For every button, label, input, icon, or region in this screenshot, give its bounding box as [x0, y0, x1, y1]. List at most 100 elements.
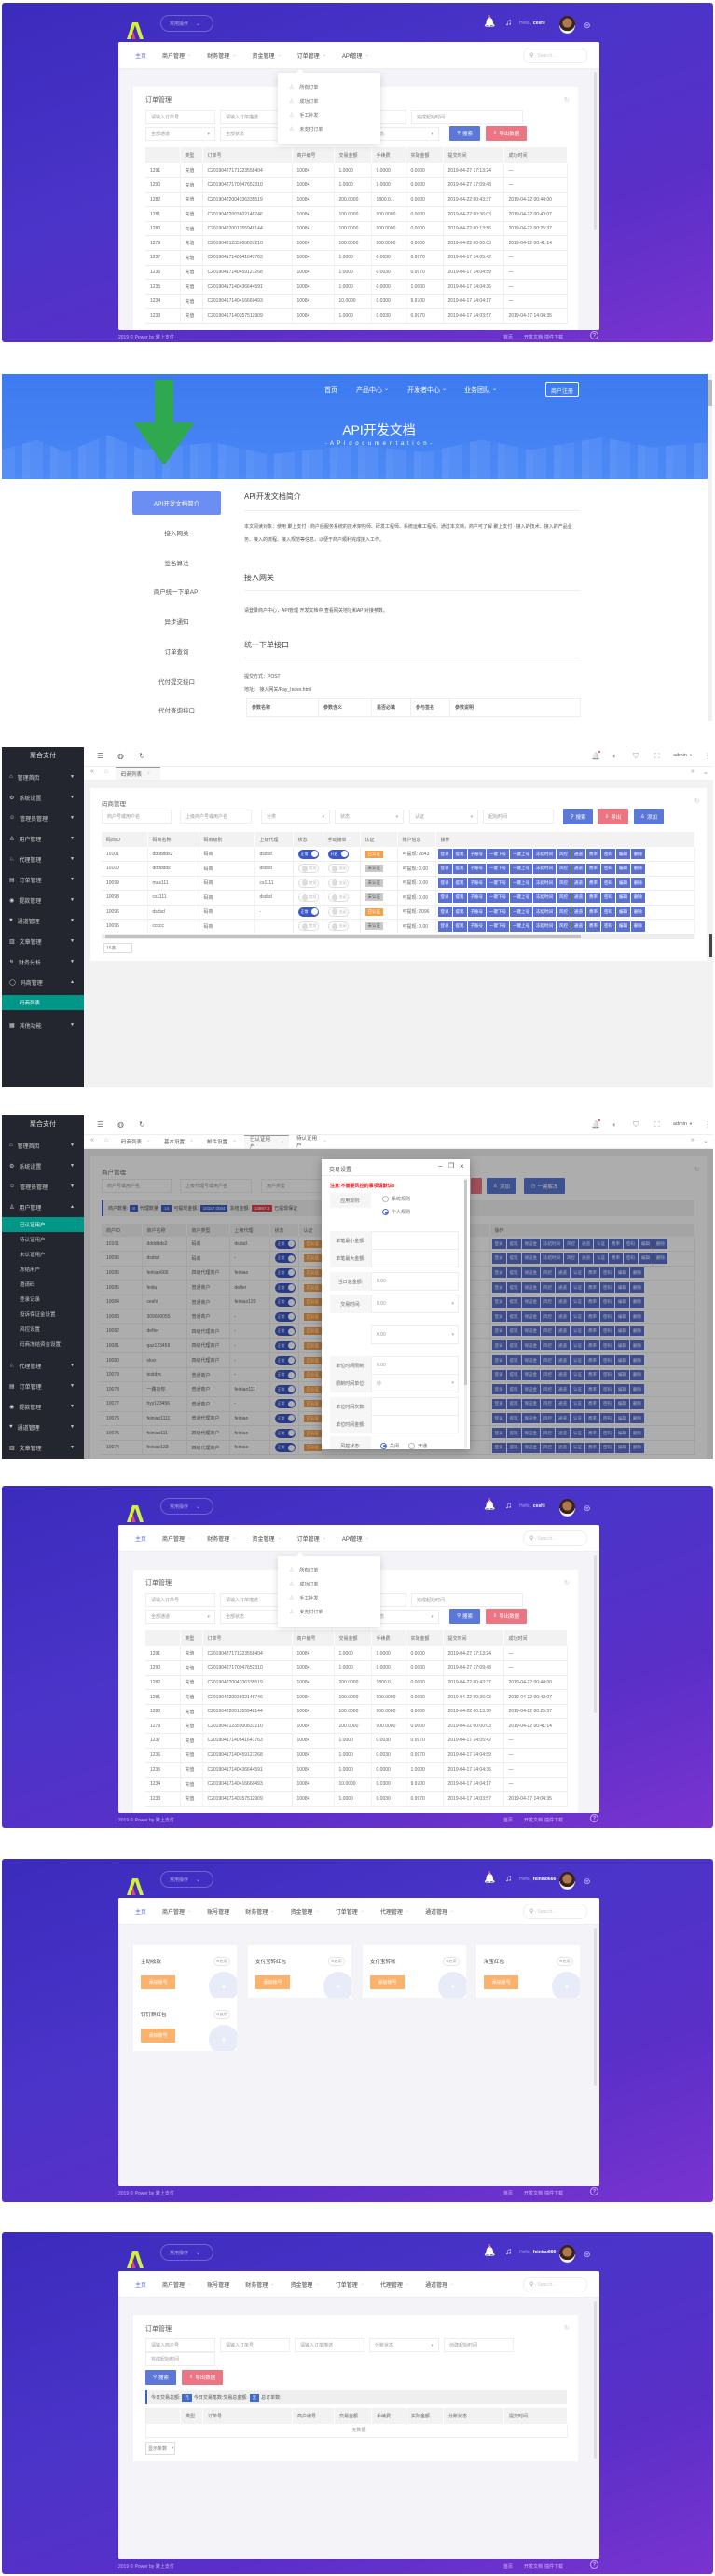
action-button[interactable]: 认证 — [594, 1239, 608, 1250]
action-button[interactable]: 删除 — [631, 907, 645, 918]
action-button[interactable]: 编辑 — [615, 1442, 629, 1453]
column-header[interactable]: 类型 — [180, 2408, 203, 2424]
action-button[interactable]: 保证金 — [521, 1239, 540, 1250]
table-row[interactable]: 1279 充值 C20190421235900837210 10084 100.0000… — [145, 235, 568, 252]
status-toggle[interactable]: 禁用 — [297, 878, 319, 888]
action-button[interactable]: 登录 — [491, 1355, 506, 1366]
status-toggle[interactable]: 正常 — [274, 1340, 296, 1350]
action-button[interactable]: 删除 — [630, 1413, 644, 1424]
status-toggle[interactable]: 正常 — [297, 907, 319, 917]
action-button[interactable]: 通道 — [571, 907, 585, 918]
action-button[interactable]: 密码 — [600, 1340, 614, 1351]
action-button[interactable]: 提现 — [452, 878, 467, 889]
dropdown-item[interactable]: ♙ 手工补发 — [278, 1591, 380, 1605]
order-desc-input[interactable]: 请输入订单描述 — [220, 1593, 290, 1607]
action-button[interactable]: 登录 — [437, 892, 452, 903]
action-button[interactable]: 通道 — [556, 1428, 570, 1439]
action-button[interactable]: 登录 — [437, 907, 452, 918]
more-icon[interactable]: ⋮ — [704, 1120, 711, 1129]
action-button[interactable]: 登录 — [491, 1311, 506, 1323]
table-row[interactable]: 1281 充值 C20190422003602146746 10084 100.0000… — [145, 1689, 568, 1705]
nav-item[interactable]: 代理管理 ⌄ — [380, 1907, 409, 1916]
dropdown-item[interactable]: ♙ 成功订单 — [278, 94, 380, 108]
action-button[interactable]: 认证 — [571, 1398, 584, 1409]
manual-order-toggle[interactable]: 关闭 — [327, 921, 349, 931]
dropdown-item[interactable]: ♙ 手工补发 — [278, 108, 380, 122]
status-toggle[interactable]: 正常 — [274, 1443, 296, 1453]
action-button[interactable]: 认证 — [571, 1442, 584, 1453]
sidebar-subitem[interactable]: 投诉保证金设置 — [20, 1312, 56, 1318]
quick-actions-dropdown[interactable]: 常用操作 ⌄ — [160, 2244, 213, 2261]
table-row[interactable]: 1280 充值 C20190422001355948144 10084 100.0000… — [145, 1704, 568, 1720]
field-input[interactable]: 0.00 — [371, 1272, 459, 1291]
scrollbar[interactable] — [594, 1928, 597, 2086]
action-button[interactable]: 编辑 — [616, 878, 630, 889]
action-button[interactable]: 保证金 — [521, 1340, 540, 1351]
action-button[interactable]: 保证金 — [521, 1253, 540, 1264]
action-button[interactable]: 编辑 — [616, 907, 630, 918]
action-button[interactable]: 密码 — [600, 1296, 614, 1308]
status-toggle[interactable]: 正常 — [274, 1282, 296, 1293]
table-row[interactable]: 1291 充值 C20190427171323558404 10084 1.0000 9.… — [145, 163, 568, 179]
export-button[interactable]: ⇩ 导出数据 — [486, 1609, 527, 1624]
table-row[interactable]: 10099 mas111 码商 cs1111 禁用 关闭 未认证 可提现: 0.00 登录 提现子… — [102, 876, 695, 891]
action-button[interactable]: 提现 — [506, 1355, 521, 1366]
footer-link[interactable]: 首页 — [503, 2191, 514, 2196]
scrollbar-thumb[interactable] — [709, 934, 712, 957]
nav-item[interactable]: 订单管理 ⌄ — [297, 1534, 326, 1543]
action-button[interactable]: 费率 — [585, 1442, 599, 1453]
nav-item[interactable]: 账号管理 — [207, 1907, 229, 1916]
search-input[interactable]: ⚲ Search... — [523, 2277, 587, 2292]
action-button[interactable]: 一键上号 — [510, 892, 532, 903]
action-button[interactable]: 密码 — [601, 921, 615, 932]
add-account-button[interactable]: 添加账号 — [141, 2029, 175, 2043]
nav-item[interactable]: 主页 — [135, 2280, 146, 2289]
field-input[interactable]: 0.00 ▾ — [371, 1295, 459, 1313]
action-button[interactable]: 一键上号 — [510, 921, 532, 932]
rule-radio[interactable]: 个人规则 — [382, 1209, 410, 1215]
action-button[interactable]: 一键下号 — [487, 878, 509, 889]
action-button[interactable]: 登录 — [437, 863, 452, 874]
globe-icon[interactable]: ◍ — [117, 1120, 124, 1129]
completed-time-input[interactable]: 完成起始时间 — [411, 1593, 523, 1607]
channel-select[interactable]: 全部通道 — [145, 1610, 215, 1624]
nav-item[interactable]: 订单管理 ⌄ — [297, 51, 326, 60]
avatar[interactable] — [559, 2245, 575, 2263]
refresh-icon[interactable]: ↻ — [564, 97, 570, 104]
notification-icon[interactable]: ♫ — [505, 1501, 513, 1511]
action-button[interactable]: 密码 — [624, 1253, 638, 1264]
action-button[interactable]: 密码 — [601, 907, 615, 918]
dropdown-item[interactable]: ♙ 未支付订单 — [278, 122, 380, 136]
sidebar-item[interactable]: ♘ 代理管理 ▼ — [2, 849, 84, 869]
action-button[interactable]: 风控 — [541, 1384, 555, 1395]
notification-icon[interactable]: ♫ — [505, 18, 513, 28]
action-button[interactable]: 删除 — [631, 863, 645, 874]
order-number[interactable]: C20190422003602146746 — [202, 1689, 293, 1705]
brand-logo[interactable] — [126, 1504, 144, 1523]
column-header[interactable]: 实际金额 — [406, 147, 444, 163]
admin-user-menu[interactable]: admin ▼ — [673, 1121, 693, 1127]
action-button[interactable]: 冻结时间 — [533, 892, 556, 903]
action-button[interactable]: 保证金 — [521, 1442, 540, 1453]
action-button[interactable]: 密码 — [600, 1413, 614, 1424]
table-row[interactable]: 1234 充值 C20190417140416660493 10084 10.0000 0… — [145, 294, 568, 310]
nav-item[interactable]: 资金管理 ⌄ — [252, 51, 281, 60]
add-account-button[interactable]: 添加账号 — [255, 1975, 290, 1989]
footer-link[interactable]: 开发文档 — [524, 2564, 543, 2569]
nav-item[interactable]: 财务管理 ⌄ — [207, 1534, 236, 1543]
action-button[interactable]: 登录 — [491, 1413, 506, 1424]
action-button[interactable]: 通道 — [556, 1442, 570, 1453]
action-button[interactable]: 认证 — [571, 1369, 584, 1380]
action-button[interactable]: 删除 — [630, 1311, 644, 1323]
action-button[interactable]: 子账号 — [467, 878, 486, 889]
sidebar-subitem[interactable]: 已认证用户 — [2, 1217, 84, 1232]
action-button[interactable]: 编辑 — [615, 1340, 629, 1351]
action-button[interactable]: 费率 — [585, 1325, 599, 1336]
action-button[interactable]: 提现 — [506, 1340, 521, 1351]
action-button[interactable]: 保证金 — [521, 1369, 540, 1380]
action-button[interactable]: 密码 — [600, 1428, 614, 1439]
action-button[interactable]: 费率 — [585, 1384, 599, 1395]
category-select[interactable]: 分类 — [261, 810, 330, 824]
order-number[interactable]: C20190427170947652310 — [202, 1660, 293, 1676]
sidebar-item[interactable]: ⌂ 管理首页 ▼ — [2, 1135, 84, 1156]
